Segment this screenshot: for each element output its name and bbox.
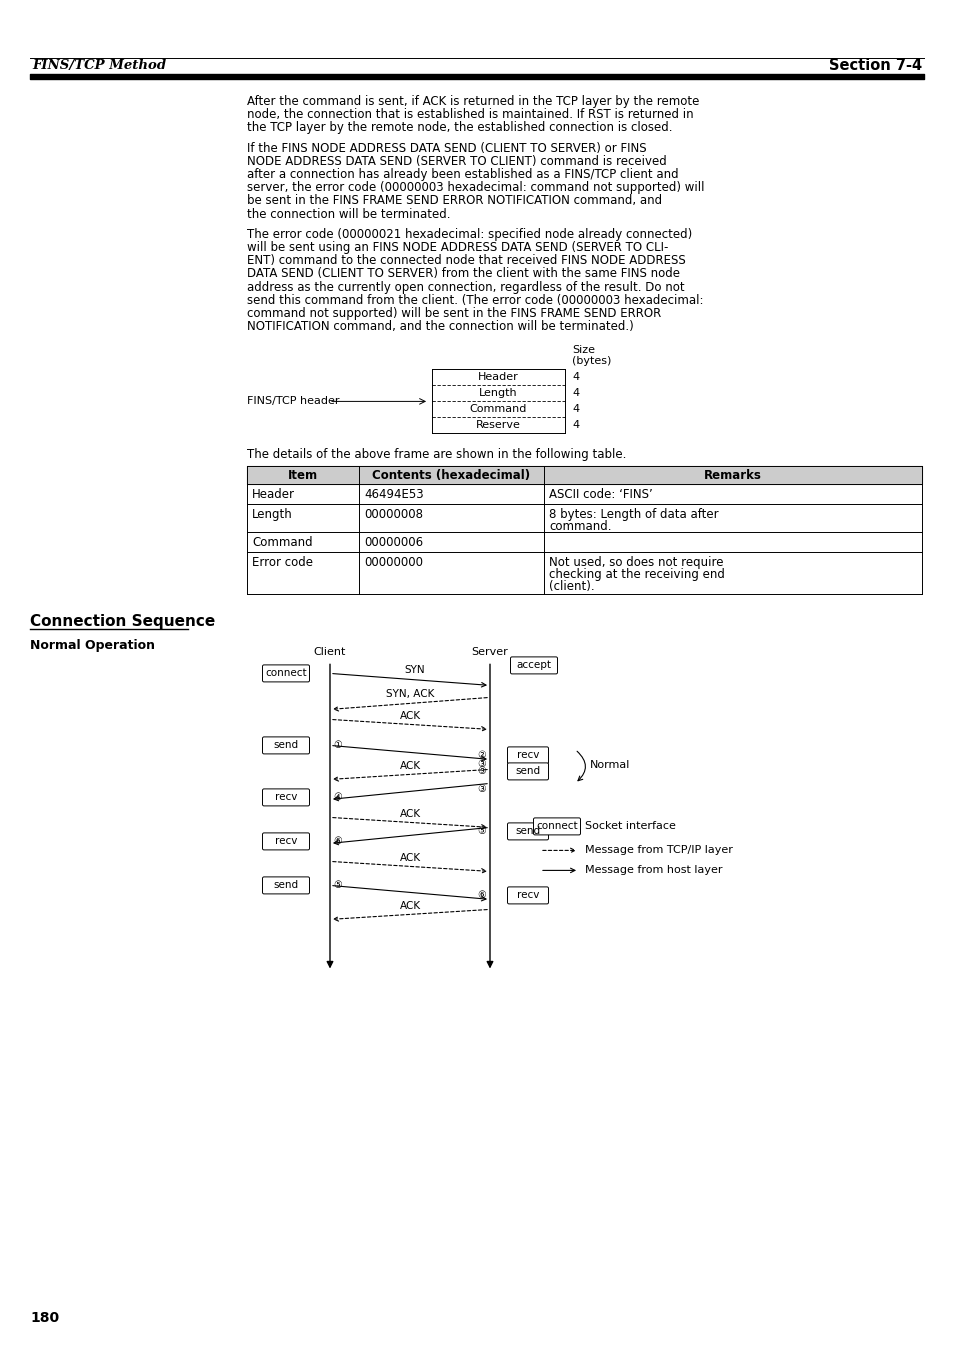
Text: node, the connection that is established is maintained. If RST is returned in: node, the connection that is established…: [247, 108, 693, 122]
Text: Client: Client: [314, 647, 346, 658]
Text: Length: Length: [478, 388, 517, 399]
Text: Size: Size: [572, 346, 595, 355]
FancyBboxPatch shape: [510, 657, 557, 674]
Text: 4: 4: [572, 404, 578, 415]
Text: 8 bytes: Length of data after: 8 bytes: Length of data after: [548, 508, 718, 521]
Text: ⑥: ⑥: [334, 836, 342, 846]
Text: server, the error code (00000003 hexadecimal: command not supported) will: server, the error code (00000003 hexadec…: [247, 181, 703, 195]
FancyBboxPatch shape: [262, 789, 309, 807]
FancyBboxPatch shape: [262, 834, 309, 850]
Text: ACK: ACK: [399, 809, 420, 820]
Text: NOTIFICATION command, and the connection will be terminated.): NOTIFICATION command, and the connection…: [247, 320, 633, 334]
Text: accept: accept: [516, 661, 551, 670]
Text: Header: Header: [252, 489, 294, 501]
Text: ENT) command to the connected node that received FINS NODE ADDRESS: ENT) command to the connected node that …: [247, 254, 685, 267]
Text: recv: recv: [274, 793, 297, 802]
Text: 4: 4: [572, 388, 578, 399]
Text: will be sent using an FINS NODE ADDRESS DATA SEND (SERVER TO CLI-: will be sent using an FINS NODE ADDRESS …: [247, 240, 668, 254]
Text: after a connection has already been established as a FINS/TCP client and: after a connection has already been esta…: [247, 168, 678, 181]
FancyBboxPatch shape: [507, 823, 548, 840]
Text: If the FINS NODE ADDRESS DATA SEND (CLIENT TO SERVER) or FINS: If the FINS NODE ADDRESS DATA SEND (CLIE…: [247, 142, 646, 154]
Text: send: send: [274, 740, 298, 750]
Text: command not supported) will be sent in the FINS FRAME SEND ERROR: command not supported) will be sent in t…: [247, 307, 660, 320]
Text: be sent in the FINS FRAME SEND ERROR NOTIFICATION command, and: be sent in the FINS FRAME SEND ERROR NOT…: [247, 195, 661, 208]
Text: DATA SEND (CLIENT TO SERVER) from the client with the same FINS node: DATA SEND (CLIENT TO SERVER) from the cl…: [247, 267, 679, 281]
Text: the connection will be terminated.: the connection will be terminated.: [247, 208, 450, 220]
Text: 4: 4: [572, 373, 578, 382]
Text: Normal Operation: Normal Operation: [30, 639, 154, 653]
Text: connect: connect: [536, 821, 578, 831]
FancyBboxPatch shape: [262, 877, 309, 894]
Text: recv: recv: [274, 836, 297, 846]
Text: NODE ADDRESS DATA SEND (SERVER TO CLIENT) command is received: NODE ADDRESS DATA SEND (SERVER TO CLIENT…: [247, 155, 666, 168]
Text: ④: ④: [334, 793, 342, 802]
Text: The error code (00000021 hexadecimal: specified node already connected): The error code (00000021 hexadecimal: sp…: [247, 228, 692, 240]
Text: ⑥: ⑥: [477, 890, 486, 900]
Text: recv: recv: [517, 750, 538, 761]
Text: ACK: ACK: [399, 762, 420, 771]
FancyBboxPatch shape: [507, 747, 548, 763]
Text: (bytes): (bytes): [572, 357, 611, 366]
Text: 180: 180: [30, 1310, 59, 1325]
Text: ACK: ACK: [399, 901, 420, 912]
Text: send: send: [515, 827, 540, 836]
Text: Length: Length: [252, 508, 293, 521]
Text: ⑤: ⑤: [334, 881, 342, 890]
Text: ③: ③: [477, 785, 486, 794]
Text: send this command from the client. (The error code (00000003 hexadecimal:: send this command from the client. (The …: [247, 293, 702, 307]
Text: Server: Server: [471, 647, 508, 658]
Text: ②: ②: [477, 750, 486, 761]
Text: ASCII code: ‘FINS’: ASCII code: ‘FINS’: [548, 489, 652, 501]
Text: Message from host layer: Message from host layer: [584, 866, 721, 875]
Text: ACK: ACK: [399, 854, 420, 863]
FancyBboxPatch shape: [262, 665, 309, 682]
Text: Command: Command: [252, 536, 313, 550]
FancyBboxPatch shape: [262, 736, 309, 754]
Text: ③: ③: [477, 759, 486, 770]
FancyBboxPatch shape: [507, 763, 548, 780]
Text: command.: command.: [548, 520, 611, 534]
Text: Reserve: Reserve: [476, 420, 520, 431]
FancyBboxPatch shape: [507, 886, 548, 904]
Text: ③: ③: [477, 766, 486, 777]
Text: ⑤: ⑤: [477, 827, 486, 836]
Text: 00000000: 00000000: [364, 557, 422, 569]
Text: Header: Header: [477, 373, 518, 382]
Text: checking at the receiving end: checking at the receiving end: [548, 569, 724, 581]
Text: The details of the above frame are shown in the following table.: The details of the above frame are shown…: [247, 449, 626, 462]
Text: SYN: SYN: [404, 666, 425, 676]
Text: SYN, ACK: SYN, ACK: [385, 689, 434, 700]
Text: the TCP layer by the remote node, the established connection is closed.: the TCP layer by the remote node, the es…: [247, 122, 672, 134]
Text: Item: Item: [288, 469, 317, 482]
Text: After the command is sent, if ACK is returned in the TCP layer by the remote: After the command is sent, if ACK is ret…: [247, 95, 699, 108]
Text: address as the currently open connection, regardless of the result. Do not: address as the currently open connection…: [247, 281, 684, 293]
Text: FINS/TCP Method: FINS/TCP Method: [32, 59, 166, 73]
Text: Error code: Error code: [252, 557, 313, 569]
Text: Connection Sequence: Connection Sequence: [30, 615, 215, 630]
Text: Normal: Normal: [589, 761, 630, 770]
Text: 00000008: 00000008: [364, 508, 422, 521]
Text: (client).: (client).: [548, 581, 594, 593]
Text: Contents (hexadecimal): Contents (hexadecimal): [372, 469, 530, 482]
Text: 46494E53: 46494E53: [364, 489, 423, 501]
Text: Section 7-4: Section 7-4: [828, 58, 921, 73]
Text: ACK: ACK: [399, 712, 420, 721]
Text: Socket interface: Socket interface: [584, 821, 675, 831]
Text: ①: ①: [334, 740, 342, 750]
FancyArrowPatch shape: [577, 751, 585, 781]
Text: 4: 4: [572, 420, 578, 431]
Text: Command: Command: [469, 404, 527, 415]
Text: connect: connect: [265, 669, 307, 678]
Text: Remarks: Remarks: [703, 469, 761, 482]
Text: send: send: [515, 766, 540, 777]
Text: 00000006: 00000006: [364, 536, 423, 550]
Text: Message from TCP/IP layer: Message from TCP/IP layer: [584, 846, 732, 855]
Text: Not used, so does not require: Not used, so does not require: [548, 557, 722, 569]
FancyBboxPatch shape: [533, 817, 579, 835]
Text: recv: recv: [517, 890, 538, 900]
Text: send: send: [274, 881, 298, 890]
Text: FINS/TCP header: FINS/TCP header: [247, 396, 339, 407]
